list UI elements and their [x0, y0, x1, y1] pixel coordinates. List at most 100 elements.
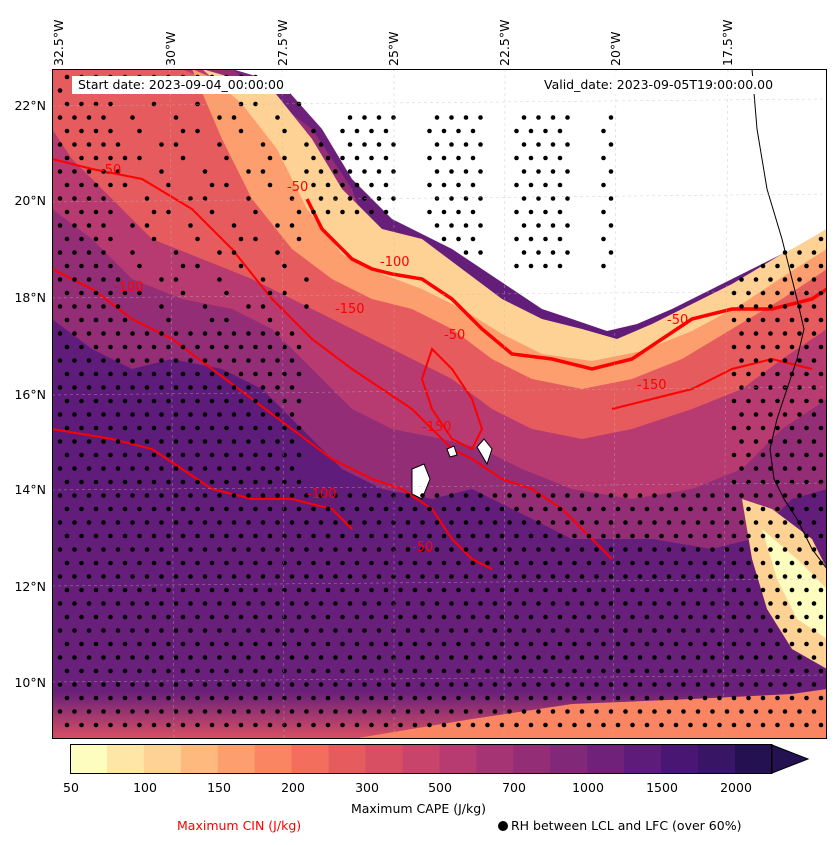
- rh-stipple-dot: [275, 115, 280, 120]
- rh-stipple-dot: [499, 695, 505, 701]
- rh-stipple-dot: [710, 682, 715, 687]
- rh-stipple-dot: [768, 709, 773, 714]
- rh-stipple-dot: [760, 533, 766, 539]
- rh-stipple-dot: [789, 668, 795, 674]
- rh-stipple-dot: [565, 682, 570, 687]
- rh-stipple-dot: [644, 614, 650, 620]
- rh-stipple-dot: [753, 709, 759, 714]
- rh-stipple-dot: [456, 614, 461, 620]
- rh-stipple-dot: [275, 439, 280, 444]
- rh-stipple-dot: [57, 142, 63, 147]
- rh-stipple-dot: [231, 250, 237, 255]
- rh-stipple-dot: [151, 236, 157, 242]
- rh-stipple-dot: [811, 520, 817, 525]
- rh-stipple-dot: [615, 587, 621, 593]
- rh-stipple-dot: [499, 614, 505, 620]
- rh-stipple-dot: [507, 682, 512, 687]
- rh-stipple-dot: [238, 452, 244, 458]
- rh-stipple-dot: [456, 236, 461, 242]
- rh-stipple-dot: [702, 641, 708, 647]
- rh-stipple-dot: [521, 547, 527, 552]
- rh-stipple-dot: [267, 452, 273, 458]
- rh-stipple-dot: [159, 439, 164, 444]
- rh-stipple-dot: [217, 601, 222, 606]
- rh-stipple-dot: [296, 236, 302, 242]
- rh-stipple-dot: [188, 466, 193, 471]
- rh-stipple-dot: [86, 682, 92, 687]
- rh-stipple-dot: [550, 709, 556, 714]
- rh-stipple-dot: [238, 668, 244, 674]
- rh-stipple-dot: [347, 574, 353, 579]
- rh-stipple-dot: [296, 506, 302, 512]
- rh-stipple-dot: [550, 223, 556, 228]
- rh-stipple-dot: [782, 655, 788, 660]
- rh-stipple-dot: [739, 466, 744, 471]
- rh-stipple-dot: [115, 142, 121, 147]
- rh-stipple-dot: [586, 533, 592, 539]
- rh-stipple-dot: [282, 587, 287, 593]
- rh-stipple-dot: [369, 695, 374, 701]
- rh-stipple-dot: [325, 668, 331, 674]
- rh-stipple-dot: [666, 709, 672, 714]
- rh-stipple-dot: [130, 493, 135, 498]
- cin-contour: [52, 428, 353, 530]
- rh-stipple-dot: [782, 547, 788, 552]
- rh-stipple-dot: [630, 533, 635, 539]
- rh-stipple-dot: [231, 601, 237, 606]
- rh-stipple-dot: [101, 655, 106, 660]
- rh-stipple-dot: [340, 209, 345, 215]
- rh-stipple-dot: [485, 614, 490, 620]
- rh-stipple-dot: [543, 209, 548, 215]
- rh-stipple-dot: [347, 115, 353, 120]
- rh-stipple-dot: [818, 560, 824, 566]
- rh-stipple-dot: [434, 682, 440, 687]
- rh-stipple-dot: [166, 668, 171, 674]
- rh-stipple-dot: [376, 520, 382, 525]
- rh-stipple-dot: [666, 547, 672, 552]
- rh-stipple-dot: [122, 479, 128, 485]
- rh-stipple-dot: [282, 560, 287, 566]
- rh-stipple-dot: [514, 587, 519, 593]
- rh-stipple-dot: [108, 560, 113, 566]
- rh-stipple-dot: [782, 358, 788, 363]
- rh-stipple-dot: [804, 398, 809, 404]
- rh-stipple-dot: [746, 425, 751, 431]
- rh-stipple-dot: [64, 506, 70, 512]
- rh-stipple-dot: [122, 371, 128, 377]
- rh-stipple-dot: [775, 398, 780, 404]
- rh-stipple-dot: [354, 182, 360, 188]
- rh-stipple-dot: [499, 668, 505, 674]
- rh-stipple-dot: [217, 412, 222, 417]
- rh-stipple-dot: [122, 695, 128, 701]
- rh-stipple-dot: [354, 209, 360, 215]
- rh-stipple-dot: [420, 682, 425, 687]
- rh-stipple-dot: [151, 560, 157, 566]
- rh-stipple-dot: [173, 493, 179, 498]
- rh-stipple-dot: [275, 547, 280, 552]
- rh-stipple-dot: [637, 547, 643, 552]
- rh-stipple-dot: [427, 587, 432, 593]
- rh-stipple-dot: [72, 628, 77, 633]
- rh-stipple-dot: [231, 115, 237, 120]
- rh-stipple-dot: [238, 560, 244, 566]
- rh-stipple-dot: [681, 493, 686, 498]
- rh-stipple-dot: [289, 574, 295, 579]
- rh-stipple-dot: [173, 358, 179, 363]
- rh-stipple-dot: [325, 641, 331, 647]
- rh-stipple-dot: [159, 682, 164, 687]
- rh-stipple-dot: [797, 466, 802, 471]
- rh-stipple-dot: [282, 128, 287, 134]
- rh-stipple-dot: [108, 533, 113, 539]
- rh-stipple-dot: [760, 587, 766, 593]
- rh-stipple-dot: [137, 344, 142, 350]
- rh-stipple-dot: [101, 223, 106, 228]
- rh-stipple-dot: [115, 493, 121, 498]
- colorbar-cell: [254, 744, 293, 774]
- rh-stipple-dot: [463, 223, 469, 228]
- rh-stipple-dot: [485, 506, 490, 512]
- rh-stipple-dot: [318, 628, 324, 633]
- rh-stipple-dot: [536, 601, 541, 606]
- rh-stipple-dot: [224, 641, 229, 647]
- rh-stipple-dot: [325, 155, 331, 161]
- rh-stipple-dot: [804, 479, 809, 485]
